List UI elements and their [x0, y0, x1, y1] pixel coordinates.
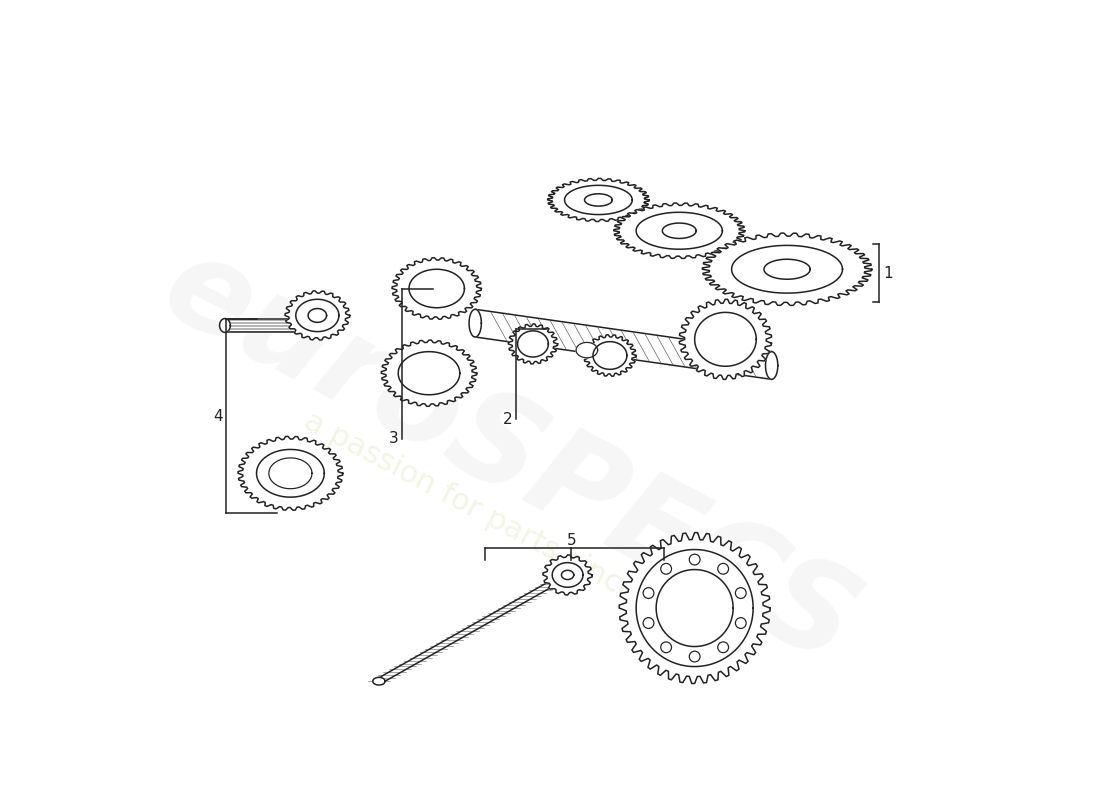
Text: a passion for parts since 1985: a passion for parts since 1985	[299, 406, 720, 648]
Polygon shape	[619, 533, 770, 683]
Polygon shape	[256, 450, 324, 497]
Circle shape	[736, 588, 746, 598]
Polygon shape	[593, 342, 627, 370]
Polygon shape	[576, 342, 597, 358]
Polygon shape	[636, 212, 723, 250]
Circle shape	[690, 651, 700, 662]
Polygon shape	[238, 436, 343, 510]
Polygon shape	[220, 318, 230, 332]
Text: euroSPECS: euroSPECS	[143, 225, 877, 691]
Circle shape	[718, 563, 728, 574]
Text: 4: 4	[213, 409, 222, 424]
Polygon shape	[548, 178, 649, 222]
Circle shape	[661, 642, 671, 653]
Polygon shape	[382, 340, 476, 406]
Polygon shape	[662, 223, 696, 238]
Polygon shape	[373, 678, 385, 685]
Polygon shape	[552, 562, 583, 587]
Polygon shape	[614, 203, 745, 258]
Circle shape	[661, 563, 671, 574]
Polygon shape	[518, 331, 548, 357]
Polygon shape	[308, 309, 327, 322]
Circle shape	[644, 588, 653, 598]
Circle shape	[644, 618, 653, 629]
Polygon shape	[469, 310, 482, 337]
Polygon shape	[285, 291, 350, 340]
Text: 3: 3	[388, 431, 398, 446]
Polygon shape	[657, 570, 733, 646]
Polygon shape	[680, 299, 771, 379]
Polygon shape	[766, 352, 778, 379]
Polygon shape	[564, 186, 632, 214]
Polygon shape	[398, 352, 460, 394]
Polygon shape	[224, 318, 301, 332]
Text: 5: 5	[566, 533, 576, 548]
Circle shape	[718, 642, 728, 653]
Polygon shape	[732, 246, 843, 293]
Text: 2: 2	[503, 412, 513, 427]
Polygon shape	[584, 194, 613, 206]
Polygon shape	[268, 458, 312, 489]
Polygon shape	[764, 259, 810, 279]
Polygon shape	[296, 299, 339, 332]
Circle shape	[736, 618, 746, 629]
Polygon shape	[584, 334, 636, 376]
Polygon shape	[409, 270, 464, 308]
Polygon shape	[392, 258, 482, 319]
Polygon shape	[373, 581, 562, 682]
Polygon shape	[561, 570, 574, 579]
Polygon shape	[703, 233, 871, 306]
Polygon shape	[508, 324, 558, 364]
Polygon shape	[543, 555, 592, 595]
Polygon shape	[695, 312, 757, 366]
Polygon shape	[636, 550, 754, 666]
Polygon shape	[469, 323, 778, 366]
Circle shape	[690, 554, 700, 565]
Text: 1: 1	[883, 266, 893, 281]
